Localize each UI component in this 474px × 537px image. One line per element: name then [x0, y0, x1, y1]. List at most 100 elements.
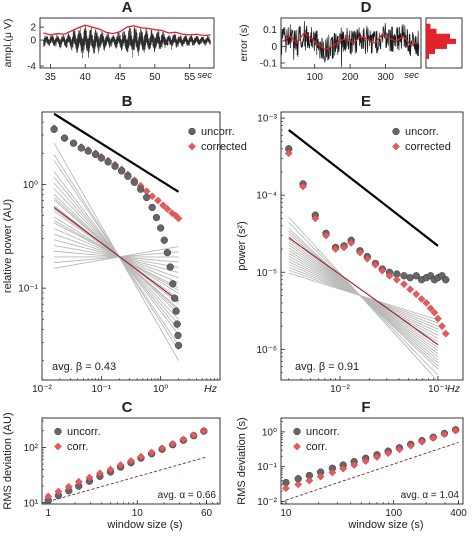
- data-point-diamond: [163, 205, 172, 213]
- x-axis-title: Hz: [447, 383, 461, 395]
- panel-d: 100 200 300 -0.1 0 0.1 sec error (s): [238, 17, 463, 83]
- data-point-diamond: [356, 248, 364, 257]
- panel-b: 10⁻² 10⁻¹ 10⁰ 10⁻¹ 10⁰ uncorr. corrected avg. β…: [2, 111, 247, 395]
- data-point-diamond: [406, 441, 415, 450]
- legend-label: uncorr.: [405, 126, 439, 138]
- x-axis-title: window size (s): [106, 519, 182, 531]
- data-point-diamond: [350, 461, 359, 469]
- fit-lines: [288, 216, 439, 380]
- y-tick-label: 10⁻⁵: [256, 268, 277, 279]
- data-point-diamond: [395, 445, 404, 454]
- data-point-circle: [172, 307, 180, 315]
- panel-e: 10⁻² 10⁻¹ 10⁻⁶ 10⁻⁵ 10⁻⁴ 10⁻³ uncorr. corrected…: [236, 111, 464, 395]
- average-fit-line: [53, 207, 179, 302]
- data-point-diamond: [199, 427, 208, 435]
- data-point-diamond: [174, 214, 183, 223]
- data-point-circle: [137, 185, 145, 193]
- legend-label: corrected: [405, 141, 451, 153]
- y-tick-label: 10⁻²: [257, 497, 277, 508]
- y-axis-title: RMS deviation (AU): [2, 412, 14, 509]
- data-point-diamond: [282, 484, 290, 493]
- data-point-diamond: [293, 442, 301, 451]
- panel-f: 10 100 400 10⁻² 10⁻¹ 10⁰ uncorr. corr. avg. α = …: [236, 417, 467, 531]
- data-point-circle: [406, 274, 414, 282]
- data-point-diamond: [378, 266, 387, 275]
- data-point-circle: [160, 236, 168, 244]
- y-tick-label: 2: [30, 23, 36, 34]
- data-point-circle: [130, 178, 138, 186]
- x-unit-label: sec: [197, 70, 212, 81]
- data-point-diamond: [371, 260, 380, 269]
- data-point-diamond: [154, 196, 162, 205]
- alpha-annotation: avg. α = 0.66: [158, 490, 217, 501]
- data-point-circle: [152, 213, 161, 222]
- data-point-circle: [118, 167, 126, 175]
- x-tick-label: 40: [80, 72, 92, 83]
- data-point-diamond: [422, 299, 431, 307]
- data-point-diamond: [392, 275, 401, 284]
- data-point-diamond: [451, 426, 460, 435]
- error-trace: [281, 21, 420, 68]
- plot-frame: [280, 17, 422, 69]
- x-tick-label: 10⁰: [153, 384, 168, 395]
- data-point-circle: [412, 272, 420, 280]
- legend-label: uncorr.: [67, 426, 101, 438]
- data-point-circle: [170, 294, 179, 302]
- x-tick-label: 45: [114, 72, 126, 83]
- alpha-annotation: avg. α = 1.04: [401, 490, 460, 501]
- data-point-diamond: [400, 280, 408, 289]
- y-tick-label: 10⁻¹: [18, 284, 38, 295]
- data-point-diamond: [406, 285, 415, 294]
- x-tick-label: 55: [184, 72, 196, 83]
- data-point-diamond: [158, 444, 166, 453]
- x-tick-label: 100: [385, 508, 402, 519]
- x-axis-title: window size (s): [347, 519, 423, 531]
- data-point-circle: [91, 150, 100, 159]
- x-tick-label: 10⁻¹: [428, 384, 448, 395]
- y-tick-label: 10²: [24, 443, 39, 454]
- y-tick-label: 10⁰: [23, 180, 38, 191]
- data-point-diamond: [85, 473, 94, 482]
- x-tick-label: 100: [306, 72, 323, 83]
- data-point-circle: [60, 134, 69, 142]
- individual-fit-line: [54, 246, 179, 269]
- data-point-diamond: [440, 430, 449, 439]
- data-point-diamond: [441, 329, 450, 338]
- data-point-diamond: [305, 476, 314, 485]
- envelope-line: [43, 24, 211, 37]
- y-tick-label: 10⁰: [262, 427, 277, 438]
- y-tick-label: 10⁻³: [257, 114, 277, 125]
- histogram-bar: [426, 43, 447, 49]
- data-point-circle: [124, 172, 132, 180]
- data-point-diamond: [168, 439, 177, 448]
- reference-dashed-line: [48, 456, 207, 503]
- y-axis-title: RMS deviation (s): [236, 417, 248, 504]
- data-point-diamond: [137, 452, 145, 461]
- panel-letter-a: A: [122, 0, 133, 16]
- y-axis-title: relative power (AU): [2, 199, 14, 293]
- legend-label: corr.: [306, 441, 327, 453]
- data-point-diamond: [311, 214, 320, 223]
- data-point-circle: [97, 154, 105, 162]
- plot-frame: [280, 417, 464, 505]
- legend-label: uncorr.: [306, 426, 340, 438]
- data-point-diamond: [417, 295, 426, 303]
- data-point-diamond: [127, 457, 135, 465]
- legend-label: uncorr.: [201, 126, 235, 138]
- data-point-circle: [104, 158, 112, 166]
- panel-letter-e: E: [361, 93, 371, 110]
- y-tick-label: 0: [271, 42, 277, 53]
- y-tick-label: 10⁻⁴: [256, 191, 277, 202]
- panel-a: 35 40 45 50 55 -4 0 2 sec ampl.(μ V): [2, 17, 215, 83]
- data-point-diamond: [426, 304, 435, 313]
- plot-frame: [39, 17, 215, 69]
- data-point-diamond: [384, 449, 393, 458]
- data-point-diamond: [373, 453, 381, 461]
- histogram-bar: [426, 23, 431, 29]
- data-point-diamond: [385, 271, 394, 280]
- data-point-diamond: [148, 192, 157, 201]
- y-tick-label: 10⁻⁶: [256, 345, 277, 356]
- data-point-circle: [188, 127, 196, 136]
- data-point-circle: [400, 272, 408, 280]
- x-tick-label: 300: [377, 72, 394, 83]
